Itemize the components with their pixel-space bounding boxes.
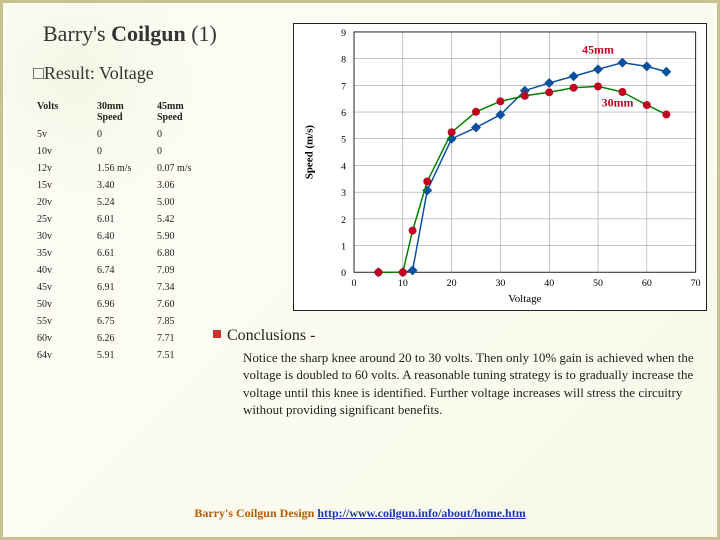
table-cell: 1.56 m/s xyxy=(93,160,153,177)
table-cell: 7.71 xyxy=(153,330,213,347)
table-cell: 6.61 xyxy=(93,245,153,262)
table-row: 60v6.267.71 xyxy=(33,330,213,347)
svg-text:0: 0 xyxy=(352,278,357,289)
table-cell: 5.91 xyxy=(93,347,153,364)
table-col-header: 30mmSpeed xyxy=(93,98,153,126)
table-row: 12v1.56 m/s0.07 m/s xyxy=(33,160,213,177)
voltage-speed-chart: 0 10 20 30 40 50 60 70 0 1 2 3 4 5 6 7 8 9 Voltage Speed (m… xyxy=(293,23,707,311)
table-cell: 7.60 xyxy=(153,296,213,313)
table-cell: 55v xyxy=(33,313,93,330)
table-row: 35v6.616.80 xyxy=(33,245,213,262)
table-cell: 35v xyxy=(33,245,93,262)
table-cell: 0 xyxy=(93,126,153,143)
svg-text:70: 70 xyxy=(691,278,701,289)
table-cell: 10v xyxy=(33,143,93,160)
svg-text:5: 5 xyxy=(341,135,346,146)
svg-text:1: 1 xyxy=(341,242,346,253)
table-col-header: 45mmSpeed xyxy=(153,98,213,126)
table-row: 40v6.747.09 xyxy=(33,262,213,279)
title-suffix: (1) xyxy=(186,21,217,46)
table-cell: 50v xyxy=(33,296,93,313)
table-cell: 3.40 xyxy=(93,177,153,194)
title-bold: Coilgun xyxy=(111,21,186,46)
table-cell: 45v xyxy=(33,279,93,296)
footer: Barry's Coilgun Design http://www.coilgu… xyxy=(3,506,717,521)
table-cell: 6.40 xyxy=(93,228,153,245)
table-col-header: Volts xyxy=(33,98,93,126)
table-cell: 6.01 xyxy=(93,211,153,228)
table-row: 20v5.245.00 xyxy=(33,194,213,211)
svg-text:4: 4 xyxy=(341,161,346,172)
table-cell: 5.24 xyxy=(93,194,153,211)
table-cell: 20v xyxy=(33,194,93,211)
svg-text:50: 50 xyxy=(593,278,603,289)
table-cell: 60v xyxy=(33,330,93,347)
table-cell: 30v xyxy=(33,228,93,245)
table-cell: 0.07 m/s xyxy=(153,160,213,177)
bullet-icon xyxy=(213,330,221,338)
table-cell: 6.80 xyxy=(153,245,213,262)
table-cell: 15v xyxy=(33,177,93,194)
table-cell: 7.85 xyxy=(153,313,213,330)
table-row: 15v3.403.06 xyxy=(33,177,213,194)
svg-text:Voltage: Voltage xyxy=(508,293,541,305)
svg-text:Speed (m/s): Speed (m/s) xyxy=(303,125,315,180)
table-row: 30v6.405.90 xyxy=(33,228,213,245)
data-table: Volts30mmSpeed45mmSpeed 5v0010v0012v1.56… xyxy=(33,98,213,364)
svg-text:0: 0 xyxy=(341,268,346,279)
table-cell: 7.51 xyxy=(153,347,213,364)
table-cell: 6.26 xyxy=(93,330,153,347)
table-cell: 6.96 xyxy=(93,296,153,313)
svg-text:9: 9 xyxy=(341,28,346,39)
svg-text:3: 3 xyxy=(341,188,346,199)
svg-text:6: 6 xyxy=(341,108,346,119)
table-cell: 0 xyxy=(153,126,213,143)
table-cell: 12v xyxy=(33,160,93,177)
table-cell: 40v xyxy=(33,262,93,279)
table-cell: 6.75 xyxy=(93,313,153,330)
table-row: 64v5.917.51 xyxy=(33,347,213,364)
table-row: 55v6.757.85 xyxy=(33,313,213,330)
svg-text:40: 40 xyxy=(544,278,554,289)
table-cell: 5.42 xyxy=(153,211,213,228)
conclusions-header: Conclusions - xyxy=(227,327,315,344)
svg-text:60: 60 xyxy=(642,278,652,289)
table-cell: 64v xyxy=(33,347,93,364)
table-cell: 0 xyxy=(93,143,153,160)
svg-text:7: 7 xyxy=(341,81,346,92)
table-cell: 7.34 xyxy=(153,279,213,296)
svg-text:45mm: 45mm xyxy=(582,42,614,56)
table-cell: 5.90 xyxy=(153,228,213,245)
table-row: 10v00 xyxy=(33,143,213,160)
conclusions-body: Notice the sharp knee around 20 to 30 vo… xyxy=(213,349,703,419)
conclusions-block: Conclusions - Notice the sharp knee arou… xyxy=(213,325,703,419)
table-cell: 7.09 xyxy=(153,262,213,279)
table-row: 50v6.967.60 xyxy=(33,296,213,313)
subtitle: □Result: Voltage xyxy=(33,63,154,84)
table-cell: 0 xyxy=(153,143,213,160)
table-cell: 6.91 xyxy=(93,279,153,296)
page-title: Barry's Coilgun (1) xyxy=(43,21,217,47)
table-row: 25v6.015.42 xyxy=(33,211,213,228)
svg-text:2: 2 xyxy=(341,215,346,226)
table-cell: 25v xyxy=(33,211,93,228)
table-row: 45v6.917.34 xyxy=(33,279,213,296)
svg-text:10: 10 xyxy=(398,278,408,289)
table-cell: 5v xyxy=(33,126,93,143)
svg-text:20: 20 xyxy=(447,278,457,289)
footer-label: Barry's Coilgun Design xyxy=(194,506,317,520)
title-prefix: Barry's xyxy=(43,21,111,46)
table-cell: 5.00 xyxy=(153,194,213,211)
svg-text:30: 30 xyxy=(495,278,505,289)
svg-text:30mm: 30mm xyxy=(602,96,634,110)
table-cell: 6.74 xyxy=(93,262,153,279)
table-cell: 3.06 xyxy=(153,177,213,194)
footer-link[interactable]: http://www.coilgun.info/about/home.htm xyxy=(317,506,525,520)
table-row: 5v00 xyxy=(33,126,213,143)
svg-text:8: 8 xyxy=(341,55,346,66)
